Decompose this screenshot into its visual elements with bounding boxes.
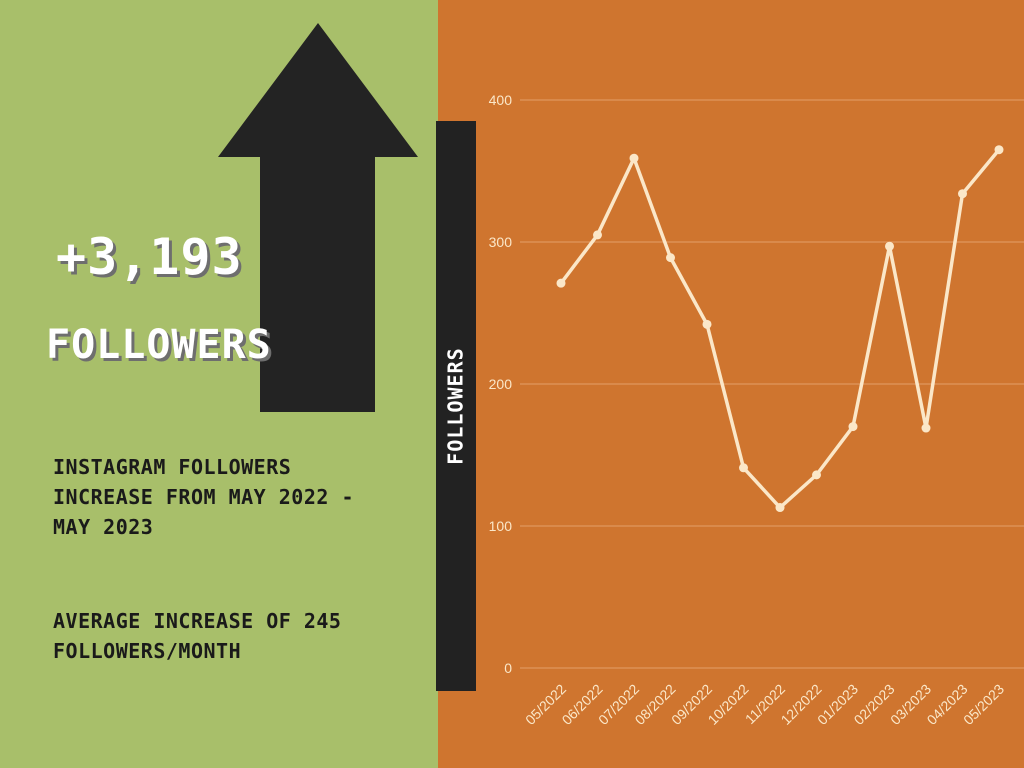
y-tick-label: 0 xyxy=(504,660,512,676)
stat-unit: FOLLOWERS xyxy=(46,322,272,368)
description-text: INSTAGRAM FOLLOWERS INCREASE FROM MAY 20… xyxy=(53,455,354,539)
data-point xyxy=(958,189,967,199)
data-point xyxy=(812,470,821,480)
data-point xyxy=(593,230,602,240)
y-tick-label: 400 xyxy=(489,92,513,108)
y-tick-label: 300 xyxy=(489,234,513,250)
data-point xyxy=(702,319,712,329)
x-tick-label: 05/2023 xyxy=(960,681,1007,728)
data-point xyxy=(739,463,748,473)
data-point xyxy=(629,153,639,163)
y-axis-label-bar xyxy=(436,121,476,691)
data-point xyxy=(885,241,894,251)
stat-value: +3,193 xyxy=(56,228,243,286)
up-arrow-icon xyxy=(218,23,418,412)
line-chart: 010020030040005/202206/202207/202208/202… xyxy=(489,92,1024,728)
y-tick-label: 200 xyxy=(489,376,513,392)
data-point xyxy=(848,422,858,432)
series-line xyxy=(559,148,1001,510)
x-tick-label: 10/2022 xyxy=(705,681,752,728)
y-tick-label: 100 xyxy=(489,518,513,534)
average-increase-text: AVERAGE INCREASE OF 245 FOLLOWERS/MONTH xyxy=(53,609,342,663)
data-point xyxy=(921,423,931,433)
data-point xyxy=(775,503,785,513)
data-point xyxy=(994,145,1004,155)
data-point xyxy=(666,253,675,263)
data-point xyxy=(556,278,566,288)
